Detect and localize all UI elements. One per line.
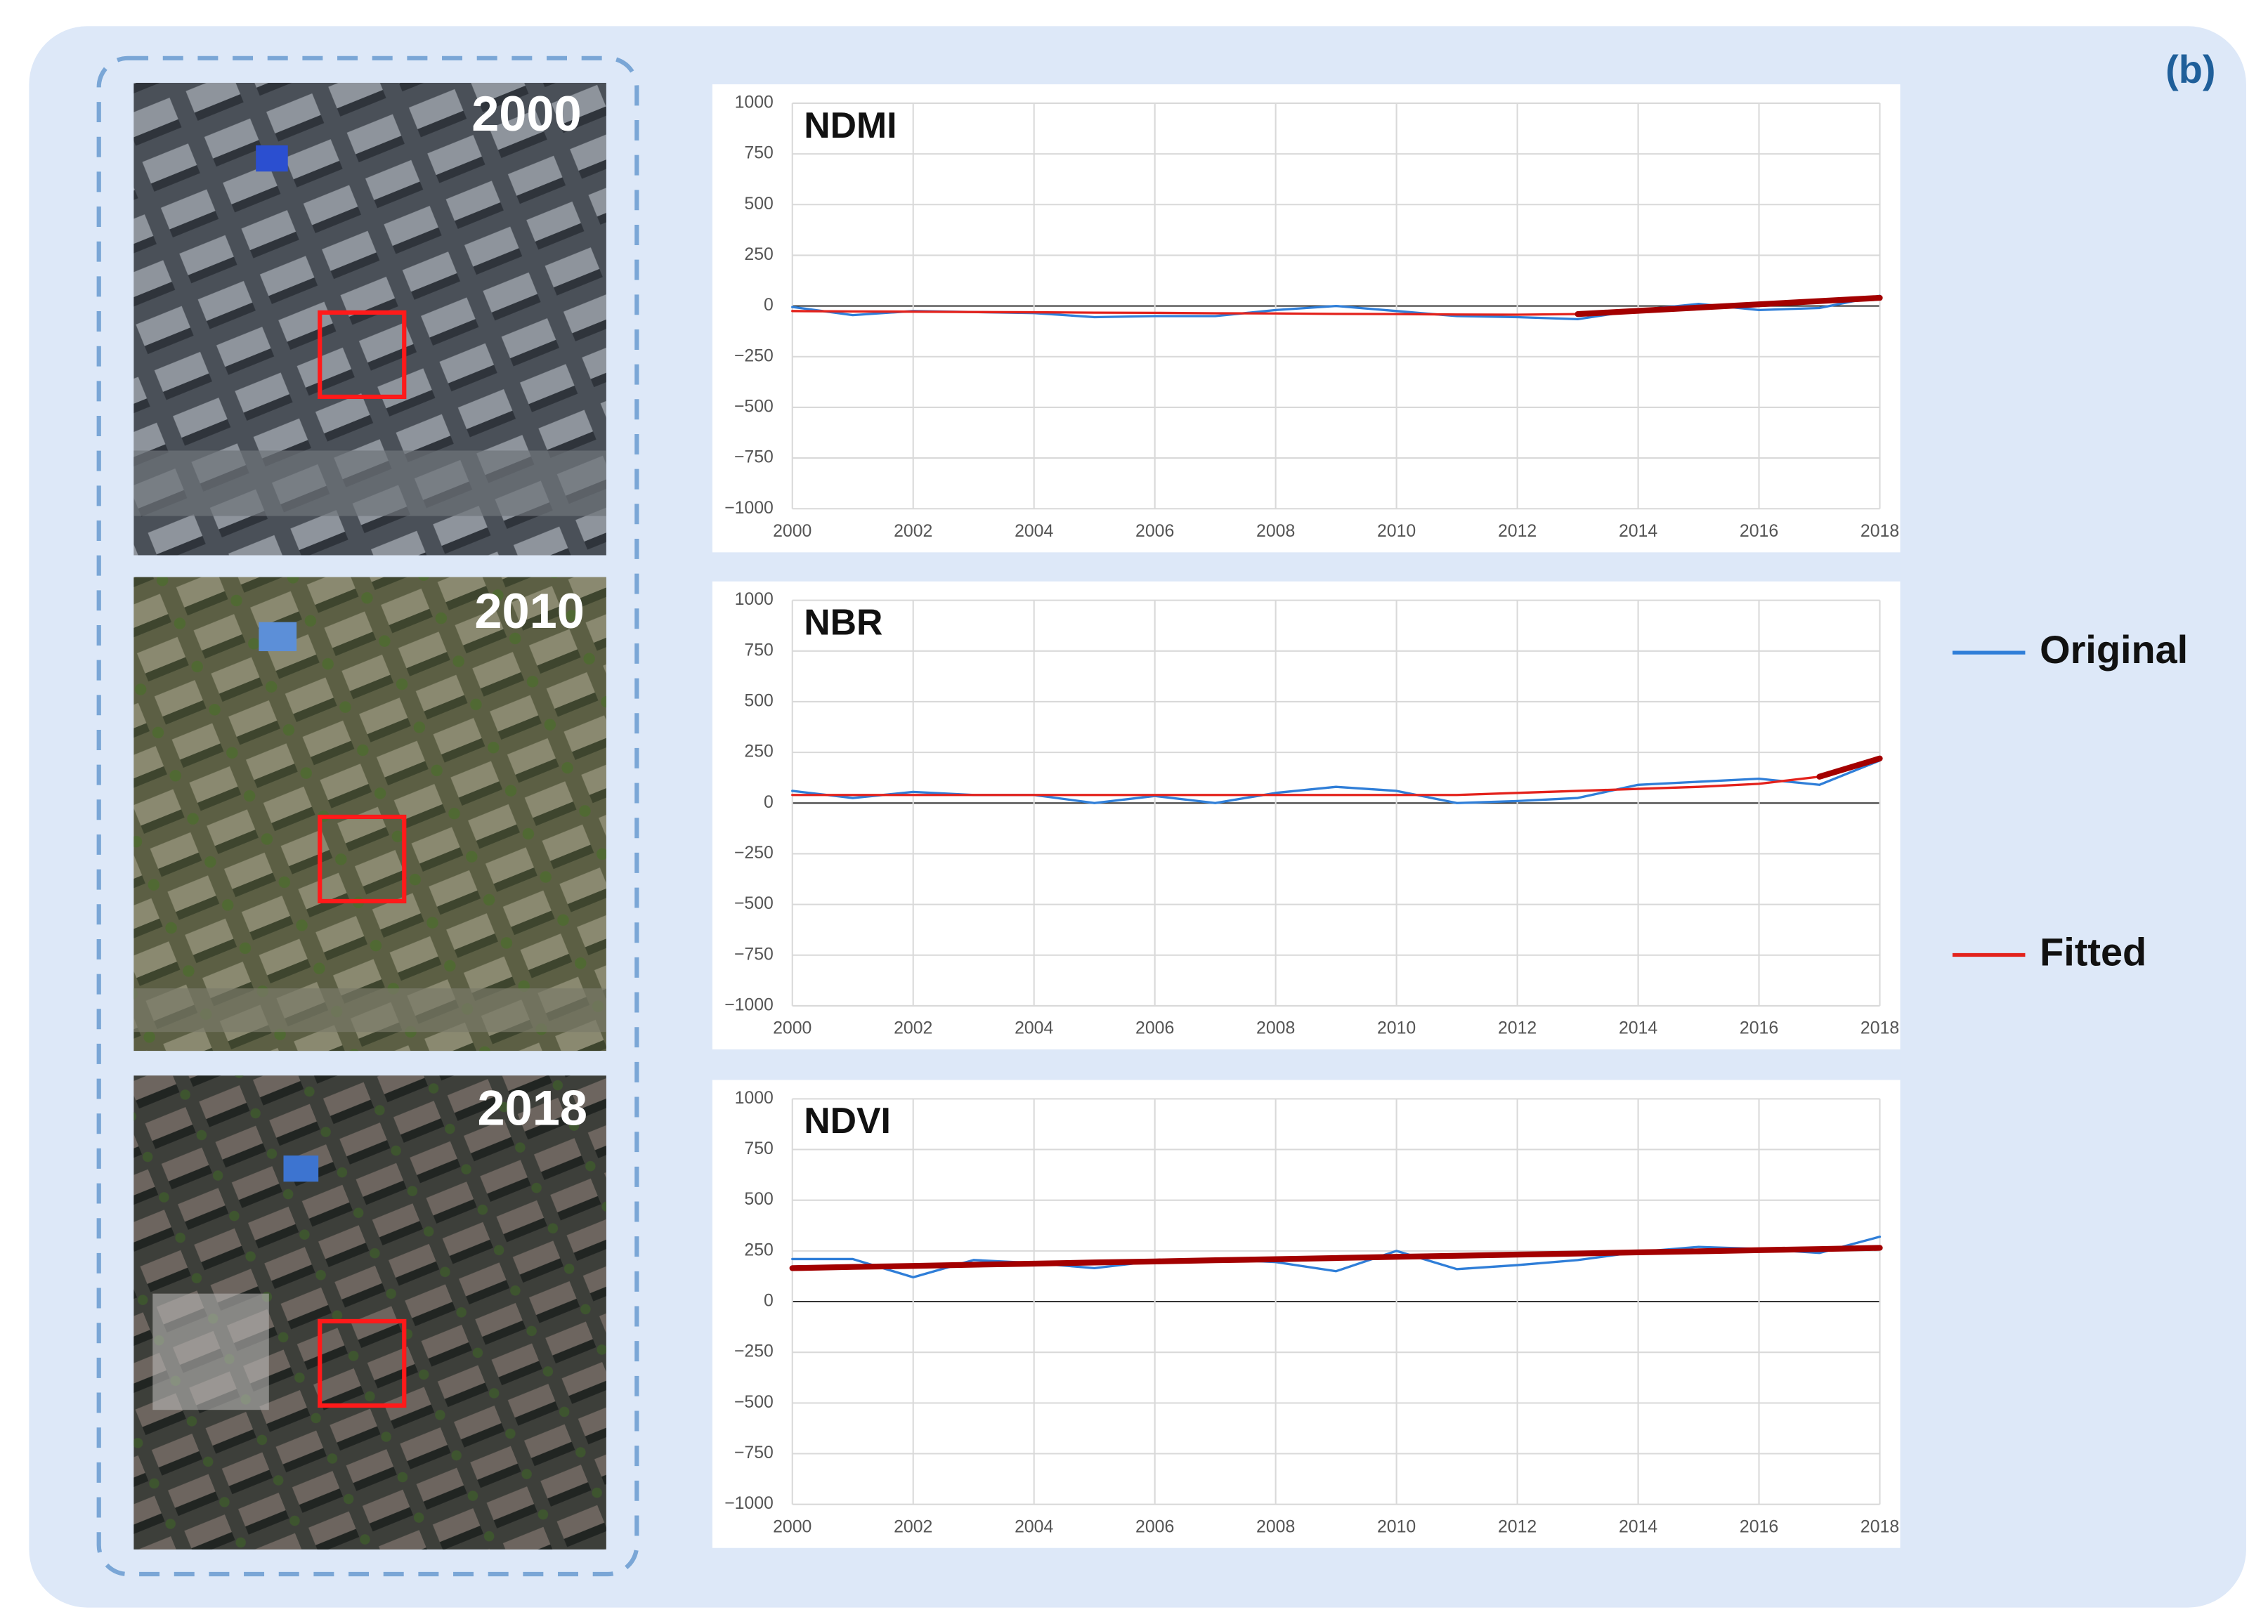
- x-tick-label: 2006: [1135, 1517, 1174, 1536]
- image-year: 2010: [474, 583, 584, 639]
- y-tick-label: −1000: [724, 995, 774, 1014]
- chart-panel: [712, 1080, 1901, 1548]
- x-tick-label: 2008: [1256, 1019, 1295, 1038]
- legend-label: Original: [2040, 627, 2188, 672]
- x-tick-label: 2006: [1135, 522, 1174, 541]
- series-line: [1816, 755, 1883, 780]
- x-tick-label: 2010: [1377, 522, 1416, 541]
- y-tick-label: 0: [764, 793, 774, 812]
- parking: [152, 1293, 269, 1410]
- y-tick-label: 750: [744, 144, 773, 163]
- y-tick-label: −250: [734, 346, 774, 365]
- y-tick-label: 500: [744, 195, 773, 214]
- panel-label: (b): [2165, 47, 2215, 91]
- x-tick-label: 2006: [1135, 1019, 1174, 1038]
- x-tick-label: 2016: [1740, 1517, 1778, 1536]
- roof: [256, 145, 288, 172]
- y-tick-label: −750: [734, 1443, 774, 1462]
- y-tick-label: 0: [764, 1292, 774, 1311]
- chart-title: NDMI: [804, 105, 897, 145]
- y-tick-label: −750: [734, 945, 774, 964]
- legend-label: Fitted: [2040, 929, 2146, 974]
- x-tick-label: 2010: [1377, 1019, 1416, 1038]
- y-tick-label: −750: [734, 448, 774, 467]
- chart: −1000 −750 −500 −250 0 250 500 750 1000 2000 2002 2…: [712, 581, 1901, 1050]
- y-tick-label: 750: [744, 1139, 773, 1158]
- y-tick-label: −1000: [724, 499, 774, 518]
- x-tick-label: 2000: [773, 1517, 812, 1536]
- x-tick-label: 2002: [894, 1019, 932, 1038]
- x-tick-label: 2004: [1015, 522, 1053, 541]
- series-line: [789, 1245, 1883, 1271]
- y-tick-label: −1000: [724, 1494, 774, 1513]
- chart-title: NDVI: [804, 1100, 891, 1141]
- x-tick-label: 2010: [1377, 1517, 1416, 1536]
- y-tick-label: 250: [744, 1240, 773, 1259]
- legend: Original Fitted: [1952, 627, 2188, 974]
- y-tick-label: −500: [734, 894, 774, 913]
- y-tick-label: −250: [734, 844, 774, 863]
- x-tick-label: 2014: [1619, 1019, 1657, 1038]
- x-tick-label: 2012: [1498, 522, 1537, 541]
- focus-box: [318, 1318, 407, 1408]
- y-tick-label: 1000: [735, 1089, 774, 1108]
- image-year: 2018: [477, 1080, 587, 1136]
- x-tick-label: 2018: [1860, 1019, 1899, 1038]
- x-tick-label: 2008: [1256, 522, 1295, 541]
- road: [133, 988, 606, 1033]
- chart-panel: [712, 581, 1901, 1050]
- focus-box: [318, 814, 407, 904]
- chart: −1000 −750 −500 −250 0 250 500 750 1000 2000 2002 2…: [712, 84, 1901, 553]
- series-line: [791, 310, 1579, 316]
- chart-panel: [712, 84, 1901, 553]
- image-year: 2000: [471, 86, 582, 141]
- x-tick-label: 2018: [1860, 1517, 1899, 1536]
- y-tick-label: 1000: [735, 93, 774, 112]
- y-tick-label: −250: [734, 1342, 774, 1361]
- chart-title: NBR: [804, 601, 882, 642]
- x-tick-label: 2014: [1619, 522, 1657, 541]
- y-tick-label: 500: [744, 1190, 773, 1209]
- x-tick-label: 2000: [773, 522, 812, 541]
- chart: −1000 −750 −500 −250 0 250 500 750 1000 2000 2002 2…: [712, 1080, 1901, 1548]
- series-line: [1575, 294, 1883, 317]
- x-tick-label: 2004: [1015, 1517, 1053, 1536]
- focus-box: [318, 310, 407, 400]
- x-tick-label: 2008: [1256, 1517, 1295, 1536]
- x-tick-label: 2018: [1860, 522, 1899, 541]
- x-tick-label: 2012: [1498, 1517, 1537, 1536]
- y-tick-label: 250: [744, 742, 773, 761]
- x-tick-label: 2004: [1015, 1019, 1053, 1038]
- image-frame: [96, 55, 639, 1577]
- y-tick-label: 1000: [735, 590, 774, 609]
- x-tick-label: 2014: [1619, 1517, 1657, 1536]
- x-tick-label: 2002: [894, 522, 932, 541]
- x-tick-label: 2012: [1498, 1019, 1537, 1038]
- y-tick-label: −500: [734, 1393, 774, 1412]
- series-line: [791, 1235, 1882, 1279]
- image-2000: 2000: [133, 82, 606, 556]
- x-tick-label: 2016: [1740, 1019, 1778, 1038]
- aerial-texture: [133, 577, 606, 1052]
- y-tick-label: 250: [744, 245, 773, 264]
- y-tick-label: 0: [764, 296, 774, 315]
- x-tick-label: 2016: [1740, 522, 1778, 541]
- y-tick-label: −500: [734, 397, 774, 416]
- roof: [259, 622, 297, 652]
- image-2010: 2010: [133, 577, 606, 1052]
- x-tick-label: 2000: [773, 1019, 812, 1038]
- series-line: [791, 775, 1821, 797]
- y-tick-label: 500: [744, 692, 773, 711]
- x-tick-label: 2002: [894, 1517, 932, 1536]
- road: [133, 450, 606, 516]
- y-tick-label: 750: [744, 641, 773, 660]
- image-2018: 2018: [133, 1075, 606, 1550]
- roof: [283, 1155, 319, 1182]
